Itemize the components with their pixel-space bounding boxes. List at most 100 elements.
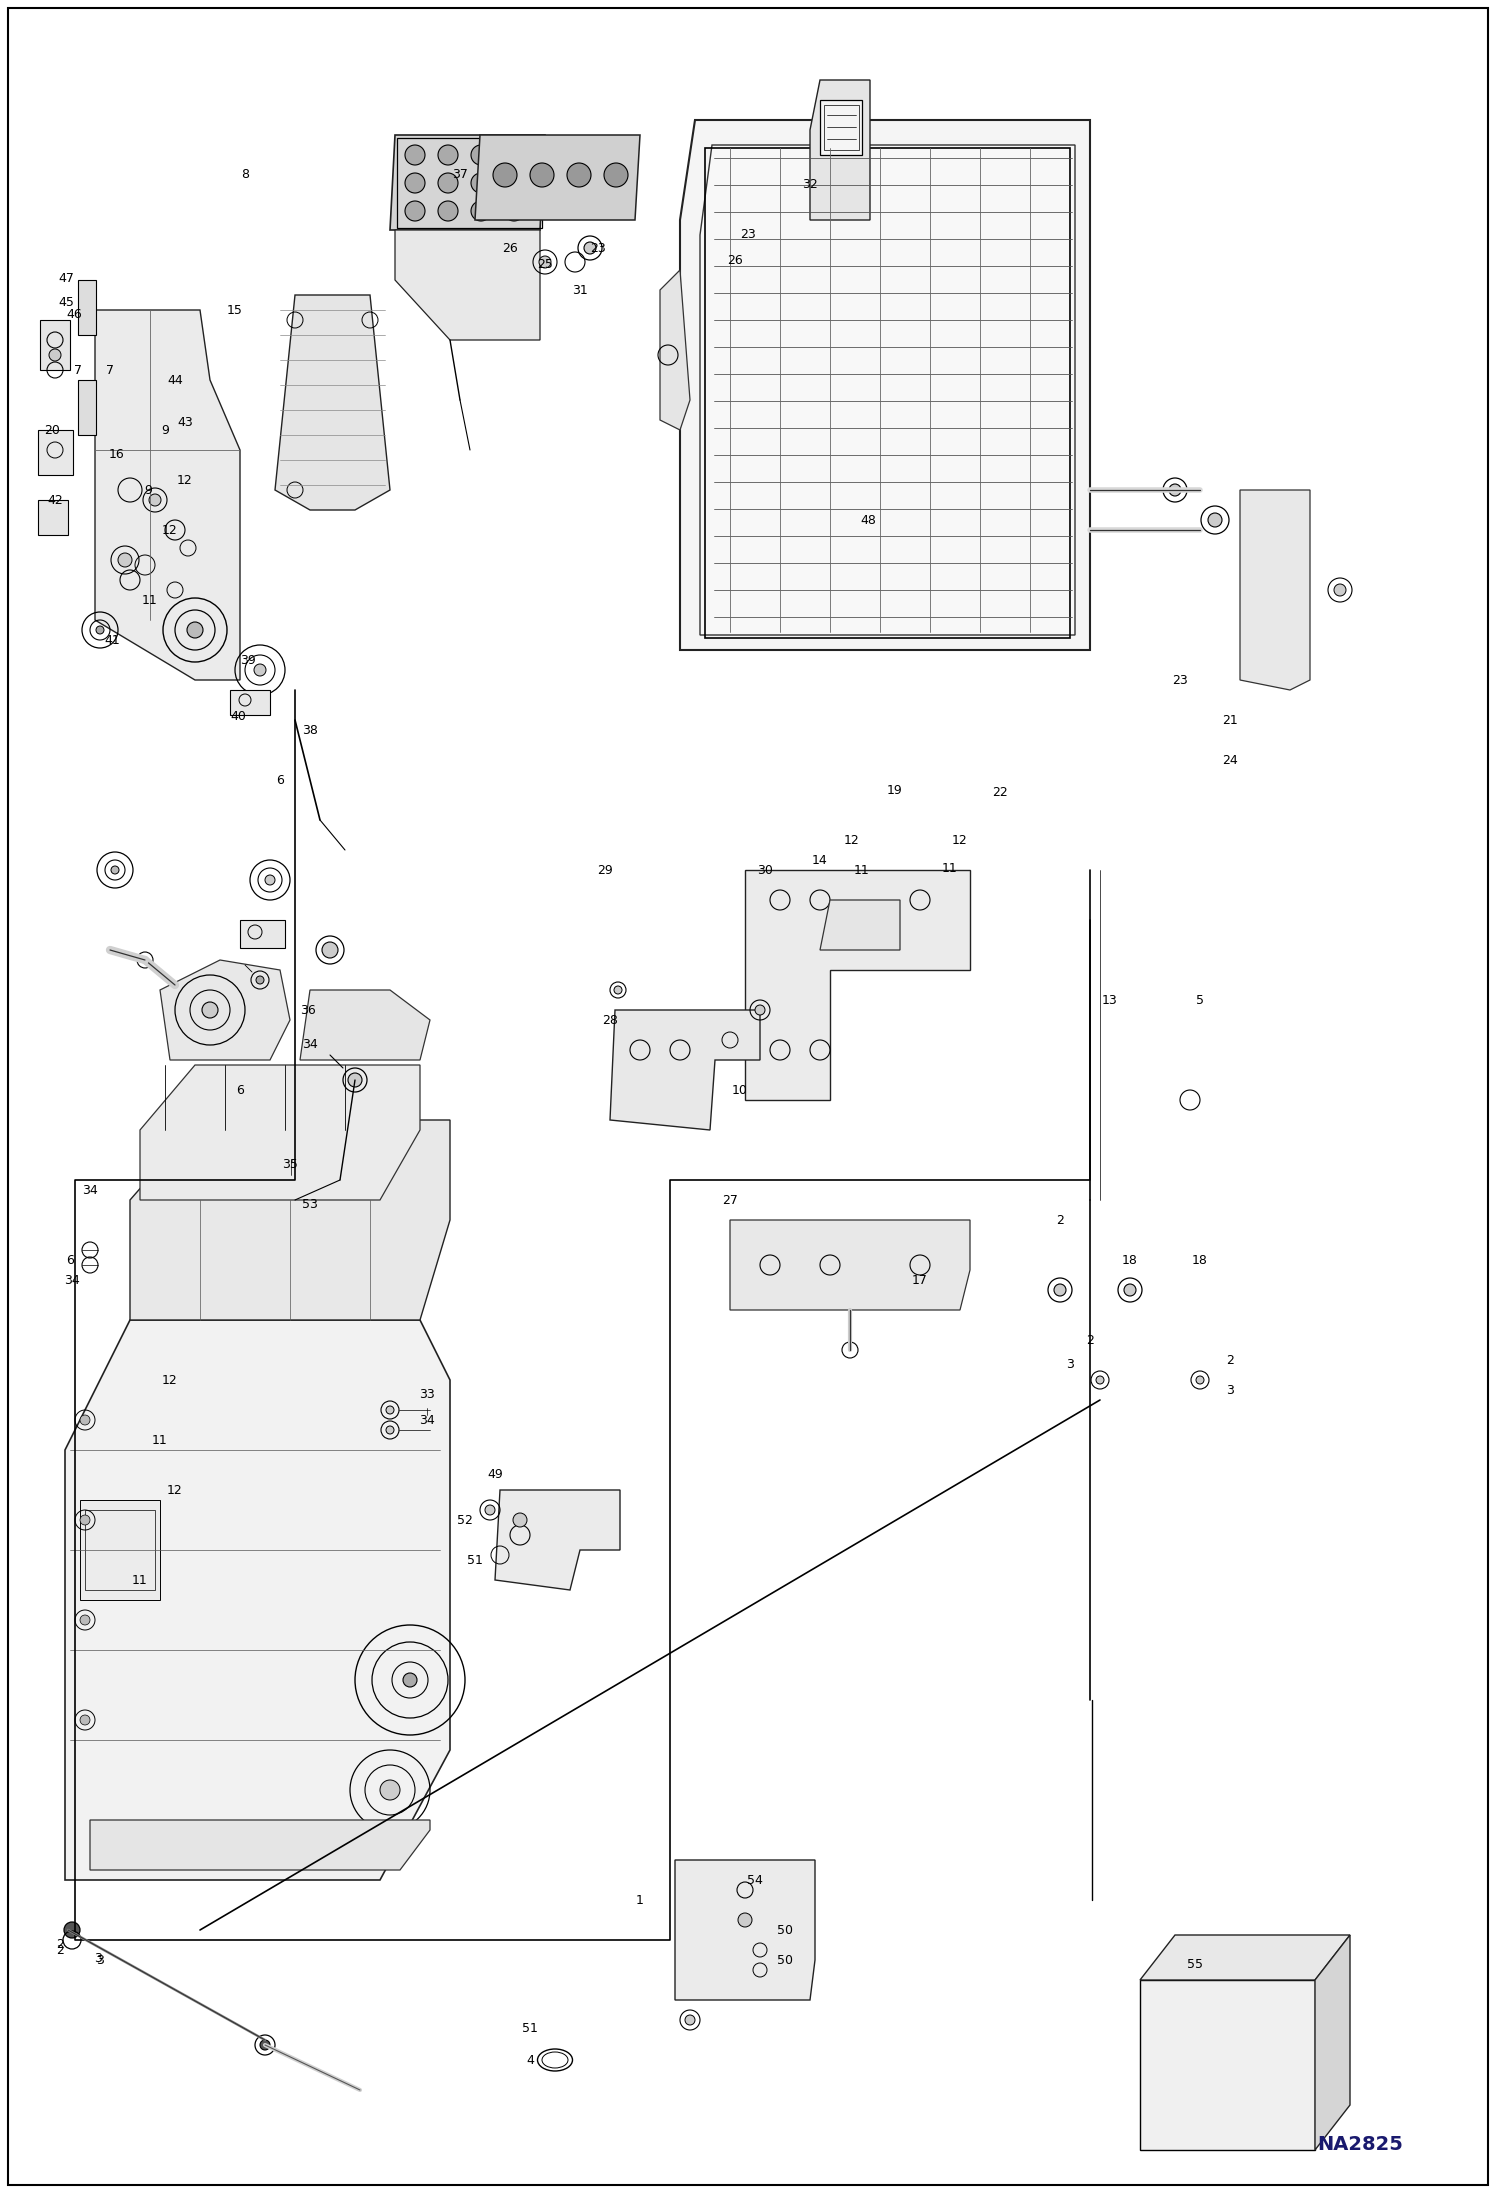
Text: 3: 3 bbox=[96, 1954, 103, 1967]
Bar bbox=[79, 1500, 160, 1601]
Circle shape bbox=[148, 493, 160, 507]
Text: 12: 12 bbox=[162, 524, 178, 537]
Circle shape bbox=[1207, 513, 1222, 526]
Circle shape bbox=[584, 241, 596, 254]
Polygon shape bbox=[139, 1066, 419, 1200]
Text: 9: 9 bbox=[162, 423, 169, 436]
Text: 52: 52 bbox=[457, 1513, 473, 1526]
Circle shape bbox=[118, 553, 132, 568]
Text: 10: 10 bbox=[733, 1083, 748, 1096]
Text: 7: 7 bbox=[73, 364, 82, 377]
Circle shape bbox=[348, 1072, 363, 1088]
Text: 11: 11 bbox=[142, 594, 157, 607]
Polygon shape bbox=[389, 136, 545, 230]
Text: 48: 48 bbox=[860, 513, 876, 526]
Polygon shape bbox=[94, 309, 240, 680]
Polygon shape bbox=[819, 899, 900, 950]
Polygon shape bbox=[160, 961, 291, 1059]
Bar bbox=[240, 921, 285, 947]
Circle shape bbox=[437, 145, 458, 164]
Text: 11: 11 bbox=[132, 1575, 148, 1586]
Bar bbox=[397, 138, 542, 228]
Text: 54: 54 bbox=[748, 1873, 762, 1886]
Circle shape bbox=[470, 145, 491, 164]
Text: 2: 2 bbox=[1086, 1333, 1094, 1347]
Text: 53: 53 bbox=[303, 1200, 318, 1211]
Circle shape bbox=[1055, 1283, 1067, 1296]
Text: 44: 44 bbox=[168, 373, 183, 386]
Text: 47: 47 bbox=[58, 272, 73, 285]
Polygon shape bbox=[610, 1011, 759, 1129]
Bar bbox=[85, 1511, 154, 1590]
Text: 12: 12 bbox=[845, 833, 860, 846]
Bar bbox=[231, 691, 270, 715]
Text: 34: 34 bbox=[303, 1039, 318, 1050]
Circle shape bbox=[187, 623, 204, 638]
Text: 34: 34 bbox=[82, 1184, 97, 1197]
Text: 50: 50 bbox=[777, 1923, 792, 1936]
Text: 3: 3 bbox=[94, 1952, 102, 1965]
Bar bbox=[40, 320, 70, 371]
Text: 3: 3 bbox=[1225, 1384, 1234, 1397]
Text: 55: 55 bbox=[1186, 1958, 1203, 1972]
Polygon shape bbox=[700, 145, 1076, 636]
Polygon shape bbox=[475, 136, 640, 219]
Text: 24: 24 bbox=[1222, 754, 1237, 768]
Circle shape bbox=[437, 202, 458, 221]
Circle shape bbox=[755, 1004, 765, 1015]
Polygon shape bbox=[1315, 1934, 1350, 2149]
Circle shape bbox=[604, 162, 628, 186]
Polygon shape bbox=[745, 871, 971, 1101]
Circle shape bbox=[404, 202, 425, 221]
Text: 51: 51 bbox=[523, 2022, 538, 2035]
Text: 31: 31 bbox=[572, 283, 587, 296]
Circle shape bbox=[568, 162, 592, 186]
Text: 38: 38 bbox=[303, 724, 318, 737]
Text: 13: 13 bbox=[1103, 993, 1118, 1007]
Text: 51: 51 bbox=[467, 1553, 482, 1566]
Text: 45: 45 bbox=[58, 296, 73, 309]
Circle shape bbox=[470, 173, 491, 193]
Circle shape bbox=[404, 145, 425, 164]
Text: 9: 9 bbox=[144, 482, 151, 496]
Text: 36: 36 bbox=[300, 1004, 316, 1018]
Text: 2: 2 bbox=[55, 1943, 64, 1956]
Text: 26: 26 bbox=[502, 241, 518, 254]
Polygon shape bbox=[130, 1121, 449, 1320]
Text: 1: 1 bbox=[637, 1893, 644, 1906]
Text: 46: 46 bbox=[66, 309, 82, 322]
Text: 3: 3 bbox=[1067, 1357, 1074, 1371]
Text: 12: 12 bbox=[162, 1373, 178, 1386]
Text: 27: 27 bbox=[722, 1193, 739, 1206]
Text: 12: 12 bbox=[953, 833, 968, 846]
Text: 41: 41 bbox=[105, 634, 120, 647]
Polygon shape bbox=[90, 1820, 430, 1871]
Bar bbox=[37, 500, 67, 535]
Circle shape bbox=[322, 943, 339, 958]
Text: 22: 22 bbox=[992, 785, 1008, 798]
Text: 6: 6 bbox=[66, 1254, 73, 1268]
Text: 6: 6 bbox=[237, 1083, 244, 1096]
Circle shape bbox=[1335, 583, 1347, 596]
Bar bbox=[819, 101, 861, 156]
Circle shape bbox=[64, 1921, 79, 1939]
Text: 2: 2 bbox=[1225, 1353, 1234, 1366]
Text: 4: 4 bbox=[526, 2053, 533, 2066]
Polygon shape bbox=[494, 1489, 620, 1590]
Text: 14: 14 bbox=[812, 853, 828, 866]
Text: 11: 11 bbox=[153, 1434, 168, 1447]
Circle shape bbox=[255, 664, 267, 675]
Circle shape bbox=[503, 202, 524, 221]
Text: 50: 50 bbox=[777, 1954, 792, 1967]
Circle shape bbox=[614, 987, 622, 993]
Circle shape bbox=[256, 976, 264, 985]
Circle shape bbox=[1097, 1375, 1104, 1384]
Polygon shape bbox=[1240, 489, 1309, 691]
Text: 6: 6 bbox=[276, 774, 285, 787]
Text: 2: 2 bbox=[1056, 1213, 1064, 1226]
Text: 12: 12 bbox=[177, 474, 193, 487]
Polygon shape bbox=[395, 230, 539, 340]
Text: 20: 20 bbox=[43, 423, 60, 436]
Circle shape bbox=[739, 1912, 752, 1928]
Text: 39: 39 bbox=[240, 654, 256, 667]
